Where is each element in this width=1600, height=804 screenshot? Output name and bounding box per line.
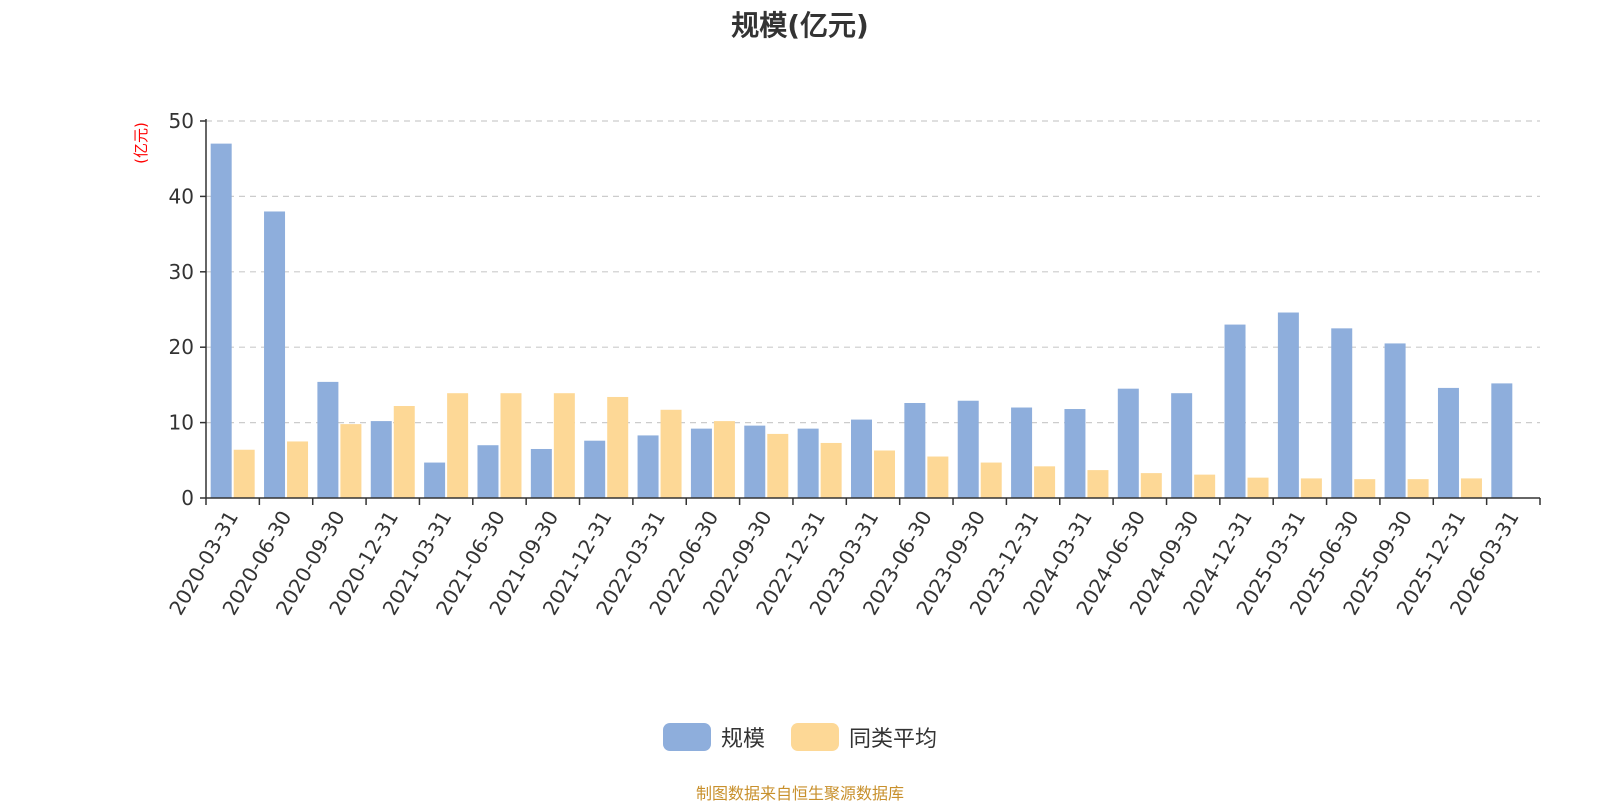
bar-scale[interactable] (264, 211, 286, 499)
bar-peer-average[interactable] (1034, 466, 1056, 498)
legend-item-scale[interactable]: 规模 (662, 721, 765, 753)
bar-peer-average[interactable] (500, 393, 522, 498)
legend-swatch-peer-average (791, 723, 839, 751)
bar-peer-average[interactable] (553, 393, 575, 498)
bar-scale[interactable] (637, 435, 659, 498)
legend-swatch-scale (662, 723, 711, 751)
bar-peer-average[interactable] (1194, 474, 1216, 498)
bar-scale[interactable] (584, 440, 606, 498)
bar-scale[interactable] (1117, 388, 1139, 498)
bar-peer-average[interactable] (1354, 479, 1376, 498)
bar-peer-average[interactable] (1087, 470, 1109, 498)
bar-peer-average[interactable] (340, 424, 362, 498)
bar-peer-average[interactable] (1247, 477, 1269, 498)
bar-scale[interactable] (1224, 324, 1246, 498)
bar-scale[interactable] (1277, 312, 1299, 498)
bar-peer-average[interactable] (660, 409, 682, 498)
bar-scale[interactable] (370, 421, 392, 498)
bar-scale[interactable] (1437, 387, 1459, 498)
data-source-note: 制图数据来自恒生聚源数据库 (695, 784, 904, 803)
y-tick-label: 20 (169, 335, 194, 359)
bar-scale[interactable] (424, 462, 446, 498)
legend: 规模 同类平均 (0, 720, 1600, 754)
bar-scale[interactable] (477, 445, 499, 498)
bar-peer-average[interactable] (874, 450, 895, 498)
bar-scale[interactable] (690, 428, 712, 498)
bar-scale[interactable] (797, 428, 819, 498)
bar-scale[interactable] (1384, 343, 1406, 498)
legend-label-scale: 规模 (720, 727, 765, 752)
bar-scale[interactable] (1171, 393, 1193, 498)
chart-title: 规模(亿元) (731, 9, 869, 42)
bar-scale[interactable] (744, 425, 766, 498)
y-tick-label: 0 (181, 486, 194, 510)
axis-labels: 010203040502020-03-312020-06-302020-09-3… (164, 109, 1524, 619)
axes (200, 119, 1541, 505)
gridlines (206, 120, 1540, 424)
y-axis-unit-label: (亿元) (132, 122, 150, 164)
bar-peer-average[interactable] (820, 442, 842, 498)
bar-scale[interactable] (904, 402, 926, 498)
bar-scale[interactable] (530, 448, 552, 498)
bar-peer-average[interactable] (1140, 473, 1162, 498)
bar-peer-average[interactable] (927, 456, 949, 498)
bar-peer-average[interactable] (767, 433, 789, 498)
legend-label-peer-average: 同类平均 (849, 727, 938, 752)
bar-scale[interactable] (1331, 328, 1353, 498)
y-tick-label: 30 (169, 260, 194, 284)
bar-peer-average[interactable] (607, 396, 629, 498)
y-tick-label: 10 (169, 411, 194, 435)
bar-scale[interactable] (210, 143, 232, 498)
bar-scale[interactable] (1491, 383, 1513, 498)
bar-peer-average[interactable] (1407, 479, 1429, 498)
bar-peer-average[interactable] (1460, 478, 1482, 498)
bar-scale[interactable] (957, 400, 979, 498)
bar-peer-average[interactable] (393, 406, 415, 498)
bar-peer-average[interactable] (713, 421, 735, 498)
bar-scale[interactable] (851, 419, 872, 498)
bars (210, 143, 1513, 499)
bar-peer-average[interactable] (447, 393, 469, 498)
bar-peer-average[interactable] (233, 449, 255, 498)
y-tick-label: 50 (169, 109, 194, 133)
bar-scale[interactable] (1011, 407, 1033, 498)
y-tick-label: 40 (169, 184, 194, 208)
bar-peer-average[interactable] (1300, 478, 1322, 498)
bar-scale[interactable] (1064, 409, 1086, 498)
bar-scale[interactable] (317, 381, 339, 498)
legend-item-peer-average[interactable]: 同类平均 (791, 721, 937, 753)
bar-peer-average[interactable] (980, 462, 1002, 498)
bar-peer-average[interactable] (287, 441, 309, 498)
